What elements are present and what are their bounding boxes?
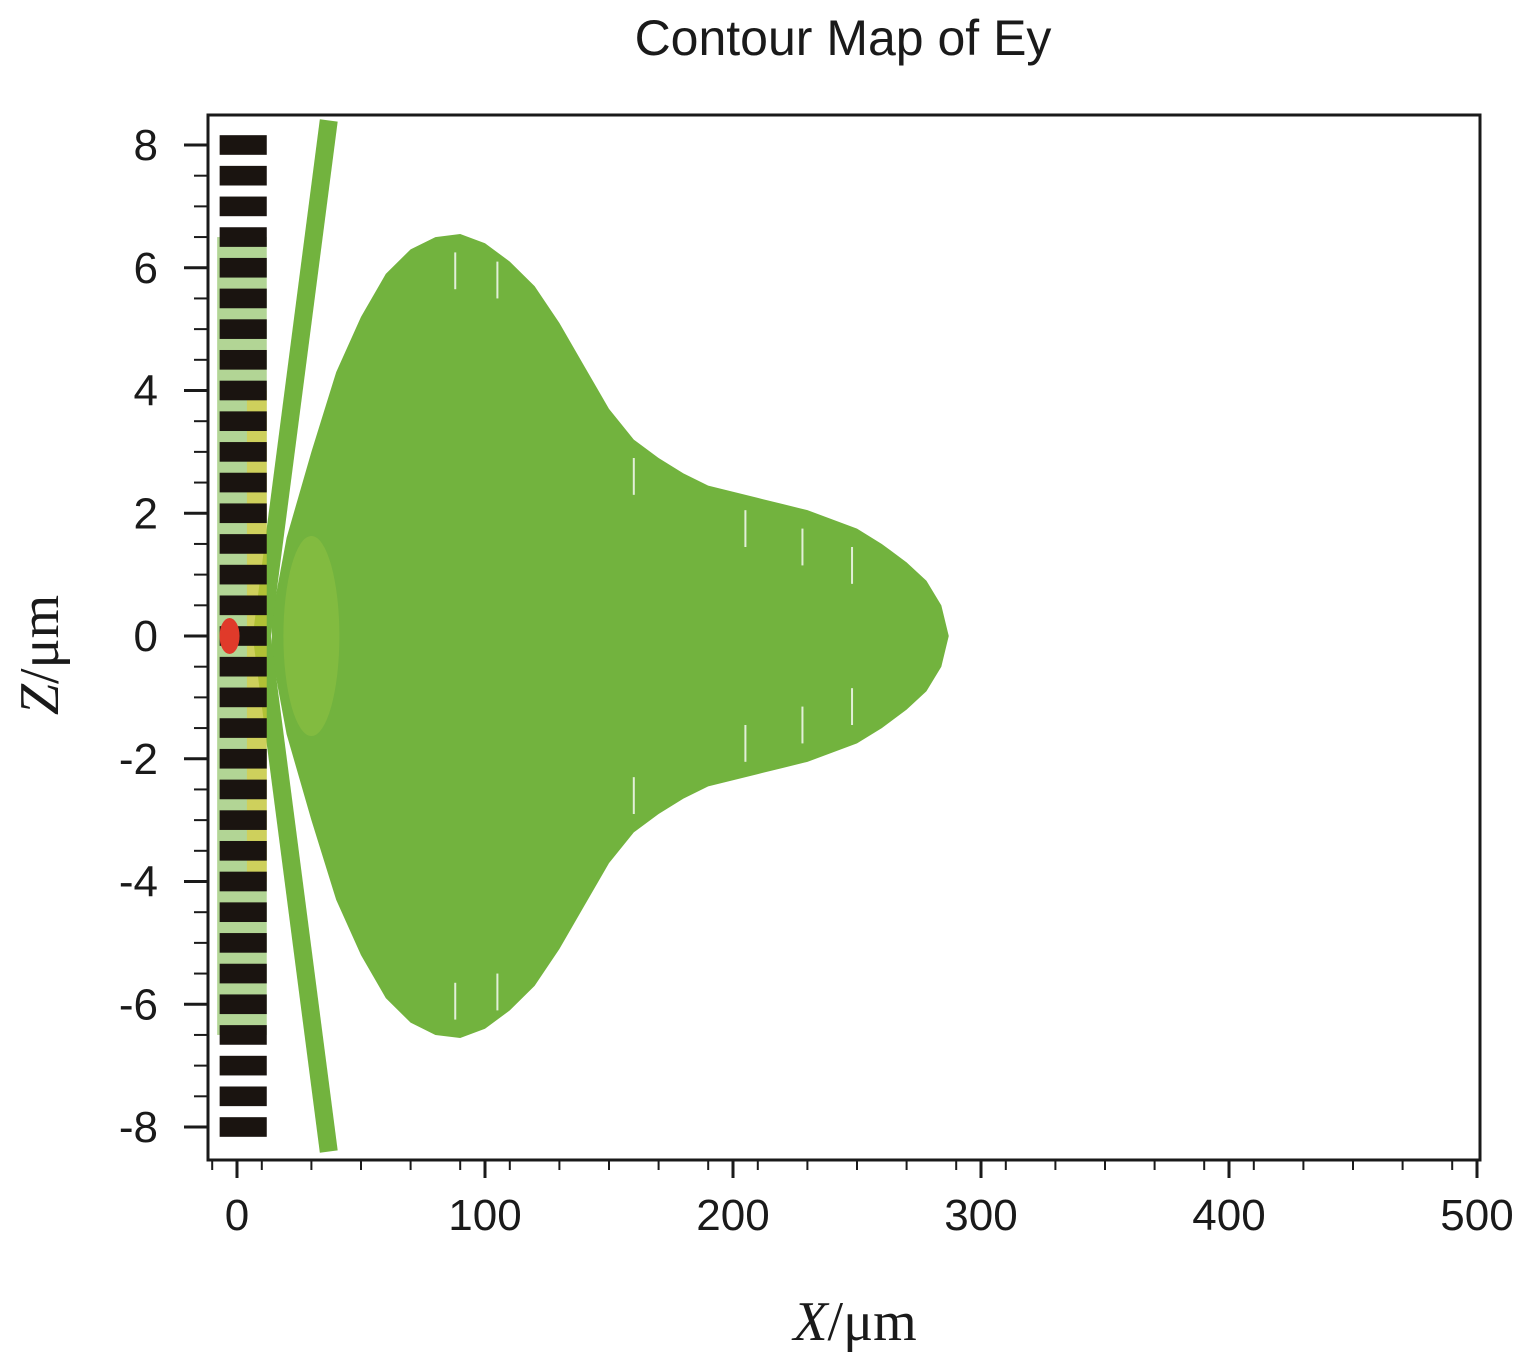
- y-tick-label-0: 0: [134, 612, 158, 661]
- y-axis-label: Z/μm: [9, 595, 71, 715]
- grating-bar-0: [219, 135, 267, 155]
- diverging-beam-1: [252, 634, 338, 1153]
- field-highlight: [283, 536, 340, 736]
- grating-bar-10: [219, 442, 267, 462]
- x-tick-label-500: 500: [1440, 1191, 1513, 1240]
- hot-spot: [219, 618, 240, 654]
- grating-bar-25: [219, 902, 267, 923]
- x-tick-label-100: 100: [448, 1191, 521, 1240]
- y-tick-label--4: -4: [119, 858, 158, 907]
- grating-bar-28: [219, 994, 267, 1015]
- y-tick-label--8: -8: [119, 1103, 158, 1152]
- grating-bar-3: [219, 227, 267, 247]
- plot-area: [217, 119, 949, 1153]
- grating-bar-12: [219, 503, 267, 524]
- grating-bar-2: [219, 196, 267, 217]
- x-tick-label-0: 0: [225, 1191, 249, 1240]
- x-tick-label-200: 200: [696, 1191, 769, 1240]
- grating-bar-19: [219, 718, 267, 738]
- grating-bar-31: [219, 1086, 267, 1107]
- x-tick-label-300: 300: [944, 1191, 1017, 1240]
- grating-bar-26: [219, 933, 267, 953]
- grating-bar-20: [219, 748, 267, 769]
- grating-bar-8: [219, 380, 267, 401]
- y-tick-label-6: 6: [134, 244, 158, 293]
- grating-bar-21: [219, 779, 267, 800]
- x-tick-label-400: 400: [1192, 1191, 1265, 1240]
- grating-bar-15: [219, 595, 267, 616]
- chart-title: Contour Map of Ey: [635, 10, 1052, 66]
- grating-bar-7: [219, 349, 267, 370]
- y-tick-label-2: 2: [134, 489, 158, 538]
- grating-bar-1: [219, 165, 267, 186]
- grating-bar-9: [219, 411, 267, 432]
- grating-bar-6: [219, 319, 267, 339]
- x-axis-label: X/μm: [791, 1291, 916, 1353]
- grating-bar-30: [219, 1055, 267, 1076]
- grating-bar-27: [219, 963, 267, 984]
- x-axis: 0 100 200 300 400 500: [211, 1160, 1514, 1240]
- field-envelope: [271, 233, 949, 1039]
- diverging-beam-0: [252, 119, 338, 638]
- grating-bar-17: [219, 656, 267, 677]
- y-tick-label-8: 8: [134, 121, 158, 170]
- grating-bar-29: [219, 1025, 267, 1045]
- grating-bar-24: [219, 871, 267, 892]
- y-tick-label-4: 4: [134, 367, 158, 416]
- grating-bar-32: [219, 1117, 267, 1137]
- y-tick-label--6: -6: [119, 980, 158, 1029]
- grating-bar-22: [219, 810, 267, 830]
- y-axis: -8 -6 -4 -2 0 2 4 6 8: [119, 121, 208, 1152]
- grating-bar-11: [219, 472, 267, 493]
- grating-bar-18: [219, 687, 267, 708]
- grating-bar-23: [219, 840, 267, 861]
- grating-bar-13: [219, 534, 267, 554]
- plot-clip-group: [217, 119, 949, 1153]
- grating-bar-5: [219, 288, 267, 309]
- y-tick-label--2: -2: [119, 735, 158, 784]
- grating-bar-14: [219, 564, 267, 585]
- grating-bar-4: [219, 257, 267, 278]
